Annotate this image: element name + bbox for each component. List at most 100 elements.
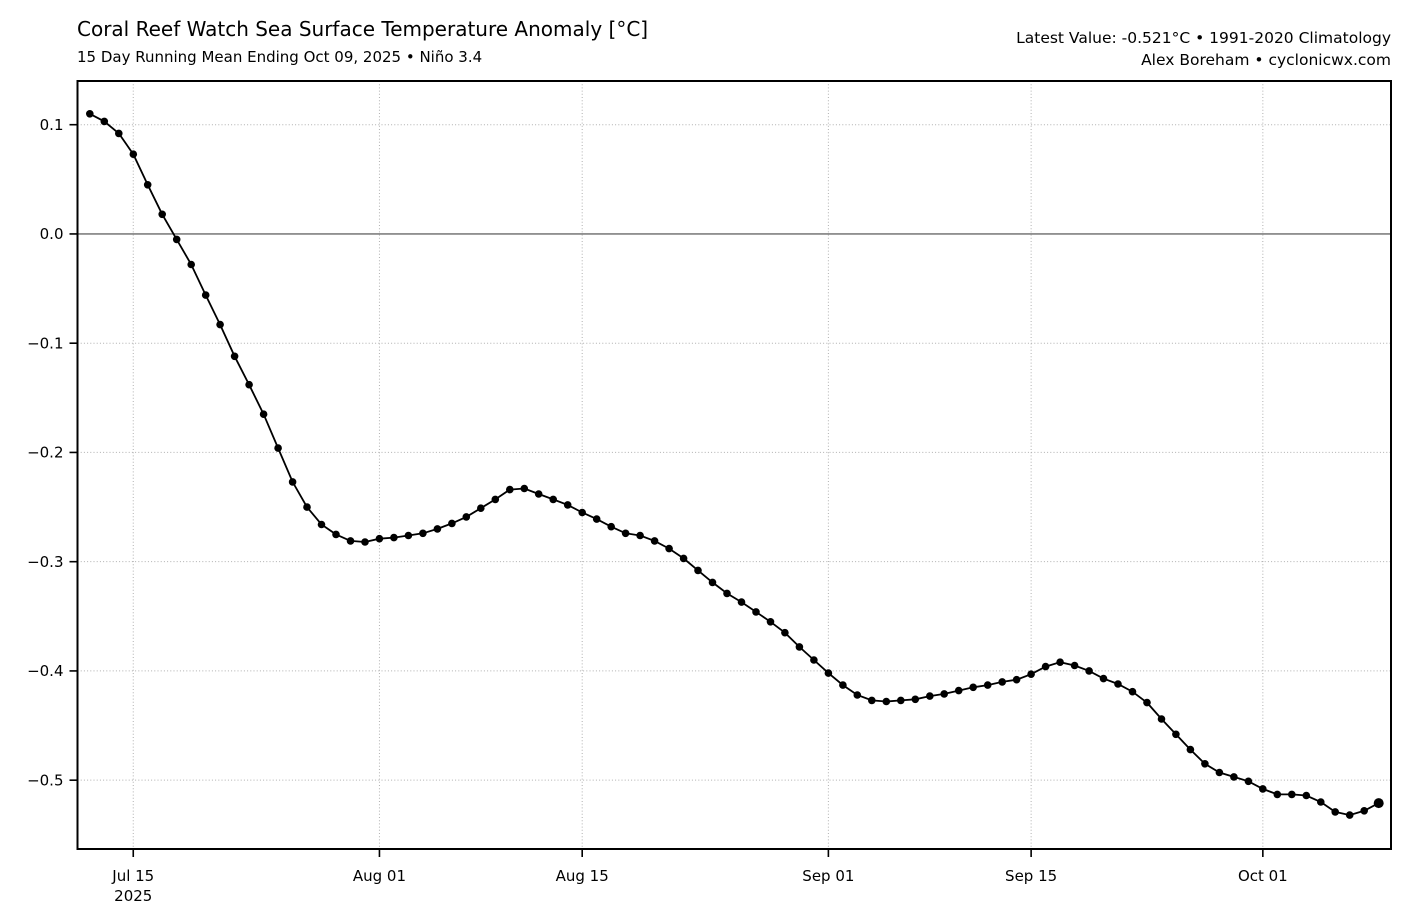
data-point — [1172, 730, 1180, 739]
data-point — [506, 485, 514, 494]
data-point — [1143, 698, 1151, 707]
data-point — [477, 504, 485, 512]
data-point — [1360, 807, 1368, 815]
meta-block: Latest Value: -0.521°C • 1991-2020 Clima… — [1016, 28, 1391, 71]
data-point — [129, 150, 138, 158]
data-point — [86, 110, 94, 118]
data-point — [824, 669, 833, 677]
plot-frame — [76, 80, 1392, 850]
y-tick-label: −0.2 — [27, 444, 63, 462]
data-point — [245, 380, 253, 389]
data-point — [491, 495, 500, 504]
data-point — [1027, 670, 1035, 678]
data-point — [143, 181, 152, 189]
x-axis-tick-labels: Jul 15 2025 Aug 01 Aug 15 Sep 01 Sep 15 Oct 01 — [111, 867, 1287, 905]
anomaly-line — [89, 113, 1380, 817]
data-point — [723, 589, 731, 598]
gridlines — [77, 81, 1391, 849]
data-point — [404, 531, 413, 540]
y-tick-label: −0.3 — [27, 553, 63, 571]
data-point — [375, 534, 384, 543]
data-point — [1012, 675, 1021, 684]
x-tick-label: Jul 15 — [111, 867, 154, 885]
data-point — [1070, 661, 1079, 670]
y-tick-label: −0.1 — [27, 334, 63, 352]
data-point — [752, 608, 760, 616]
data-point — [983, 681, 992, 689]
data-point — [317, 520, 326, 529]
data-point — [1085, 667, 1093, 675]
data-point — [839, 681, 847, 689]
x-tick-label: Aug 01 — [353, 867, 406, 885]
tick-marks — [69, 123, 1264, 857]
data-point — [766, 618, 775, 626]
data-point — [940, 690, 948, 698]
data-point — [303, 503, 311, 511]
data-point — [1186, 745, 1195, 754]
x-tick-year-label: 2025 — [114, 887, 152, 905]
data-point — [332, 530, 340, 539]
x-tick-label: Sep 01 — [802, 867, 854, 885]
data-point — [911, 695, 920, 704]
data-point — [361, 538, 369, 546]
data-point — [1041, 662, 1050, 671]
chart-title: Coral Reef Watch Sea Surface Temperature… — [77, 17, 649, 41]
data-point — [810, 656, 818, 664]
data-point — [969, 683, 977, 692]
data-point — [1288, 790, 1296, 799]
data-point — [549, 495, 557, 504]
data-point — [433, 525, 442, 533]
data-point — [158, 210, 166, 219]
x-tick-label: Oct 01 — [1238, 867, 1288, 885]
data-point — [621, 529, 630, 538]
y-axis-tick-labels: 0.1 0.0 −0.1 −0.2 −0.3 −0.4 −0.5 — [27, 116, 63, 789]
data-point — [998, 678, 1006, 686]
data-point — [1331, 808, 1339, 816]
data-point — [520, 484, 529, 493]
data-point — [1273, 790, 1282, 799]
data-point — [100, 117, 109, 126]
data-point — [882, 697, 891, 706]
data-point — [187, 260, 195, 269]
latest-data-point — [1373, 798, 1384, 809]
data-point — [201, 291, 210, 299]
data-point — [708, 578, 717, 587]
data-point — [462, 513, 471, 521]
data-points — [86, 110, 1384, 819]
data-point — [1317, 798, 1325, 806]
data-point — [1201, 760, 1209, 768]
data-point — [1157, 715, 1166, 723]
y-tick-label: 0.1 — [40, 116, 64, 134]
data-point — [650, 537, 659, 545]
data-point — [781, 628, 789, 637]
data-point — [1302, 791, 1311, 800]
y-tick-label: 0.0 — [40, 225, 64, 243]
data-point — [1056, 658, 1064, 666]
data-point — [868, 696, 876, 705]
data-point — [897, 696, 905, 705]
data-point — [1345, 811, 1354, 819]
data-point — [259, 410, 268, 419]
data-point — [954, 686, 963, 695]
data-point — [448, 519, 456, 528]
data-point — [694, 566, 702, 575]
data-point — [1128, 687, 1137, 696]
data-point — [346, 537, 355, 545]
data-point — [1215, 768, 1224, 777]
data-point — [795, 643, 804, 651]
data-point — [636, 531, 644, 540]
data-point — [534, 490, 543, 498]
data-point — [592, 515, 601, 523]
data-point — [853, 691, 862, 699]
data-point — [1114, 680, 1122, 688]
data-point — [288, 478, 297, 486]
data-point — [607, 522, 615, 531]
chart-subtitle: 15 Day Running Mean Ending Oct 09, 2025 … — [77, 48, 483, 66]
latest-value-text: Latest Value: -0.521°C • 1991-2020 Clima… — [1016, 29, 1391, 47]
data-point — [1259, 785, 1267, 793]
data-point — [665, 544, 673, 553]
data-point — [679, 554, 688, 563]
data-point — [390, 533, 398, 542]
